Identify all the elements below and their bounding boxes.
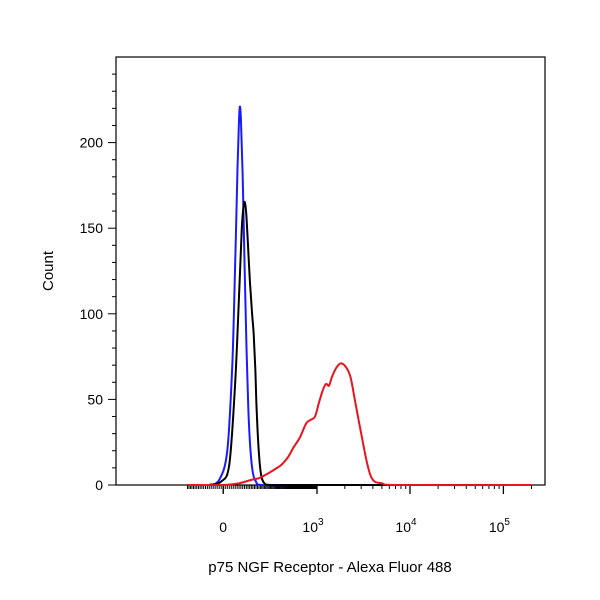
y-axis-label: Count	[40, 250, 57, 291]
x-tick-base: 10	[302, 519, 318, 535]
series-line-3	[187, 362, 532, 487]
x-tick-label: 0	[219, 519, 227, 535]
x-tick-exponent: 5	[504, 517, 510, 528]
x-tick-exponent: 3	[318, 517, 324, 528]
x-tick-base: 0	[219, 519, 227, 535]
y-axis: 0 50 100 150 200	[80, 73, 116, 493]
x-tick-exponent: 4	[411, 517, 417, 528]
x-tick-base: 10	[395, 519, 411, 535]
y-tick-label: 50	[87, 391, 103, 407]
y-tick-label: 200	[80, 135, 104, 151]
y-tick-label: 150	[80, 220, 104, 236]
x-tick-label: 105	[489, 517, 511, 535]
y-tick-label: 100	[80, 306, 104, 322]
series-layer	[187, 105, 532, 487]
x-tick-label: 103	[302, 517, 324, 535]
series-line-2	[209, 200, 532, 487]
x-axis-label: p75 NGF Receptor - Alexa Fluor 488	[208, 559, 451, 576]
series-line-1	[208, 105, 532, 487]
x-axis: 0 103 104 105	[186, 485, 533, 535]
y-tick-label: 0	[95, 477, 103, 493]
x-tick-label: 104	[395, 517, 417, 535]
plot-frame	[115, 56, 546, 486]
x-tick-base: 10	[489, 519, 505, 535]
